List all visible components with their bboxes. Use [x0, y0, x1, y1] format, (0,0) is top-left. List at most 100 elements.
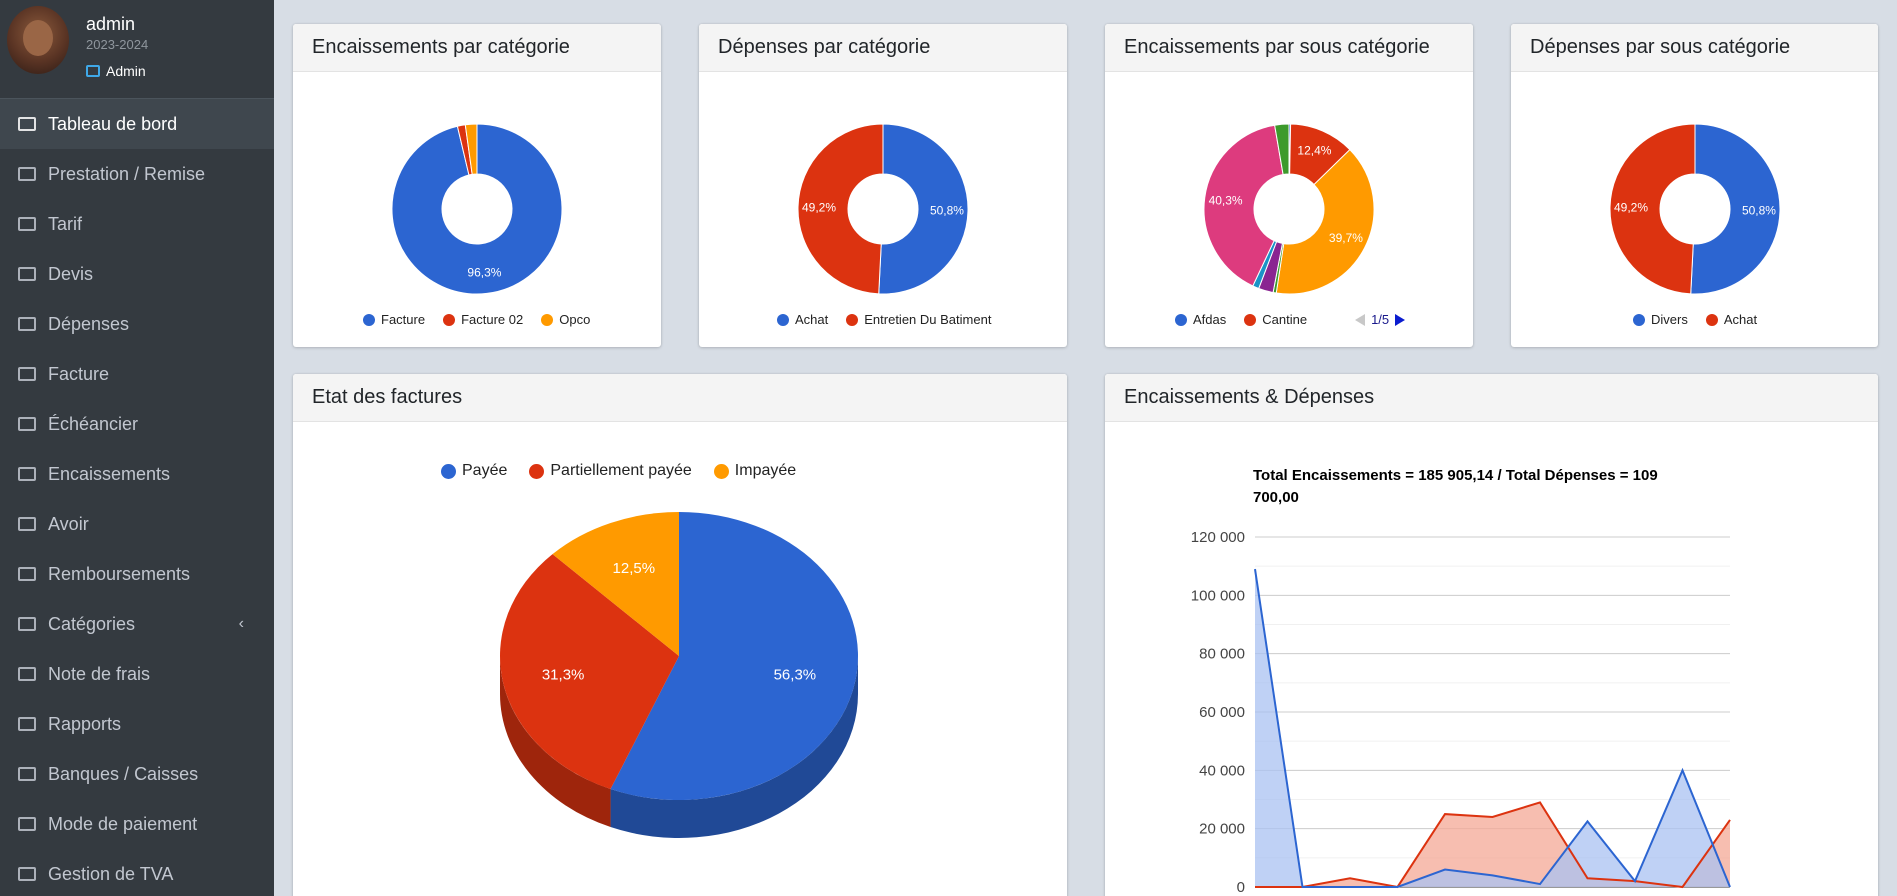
sidebar-item-label: Gestion de TVA	[48, 863, 174, 884]
slice-label: 50,8%	[1742, 204, 1776, 218]
legend-item[interactable]: Divers	[1633, 312, 1688, 327]
user-name[interactable]: admin	[86, 14, 136, 34]
card-title: Encaissements par sous catégorie	[1105, 24, 1473, 72]
slice-label: 12,4%	[1297, 143, 1331, 157]
card-depenses-categorie: Dépenses par catégorie 50,8% 49,2% Achat E…	[699, 24, 1067, 347]
legend-swatch	[363, 313, 375, 326]
sidebar-item-14[interactable]: Mode de paiement	[0, 799, 274, 849]
slice-label: 12,5%	[613, 560, 656, 577]
sidebar-item-7[interactable]: Encaissements	[0, 449, 274, 499]
sidebar-item-label: Devis	[48, 263, 94, 284]
slice-label: 39,7%	[1329, 231, 1363, 245]
copy-icon	[18, 717, 36, 731]
legend-item[interactable]: Facture	[363, 312, 425, 327]
sidebar-item-12[interactable]: Rapports	[0, 699, 274, 749]
slice-label: 31,3%	[542, 667, 585, 684]
card-etat-factures: Etat des factures Payée Partiellement pay…	[293, 374, 1067, 896]
sidebar-item-6[interactable]: Échéancier	[0, 399, 274, 449]
sidebar-item-label: Remboursements	[48, 563, 191, 584]
sidebar-item-label: Tarif	[48, 213, 83, 234]
cash-register-icon	[18, 467, 36, 481]
legend-page-text: 1/5	[1371, 312, 1390, 327]
legend-item[interactable]: Facture 02	[443, 312, 523, 327]
user-role-label: Admin	[106, 63, 146, 79]
area-line-series-0[interactable]	[1254, 568, 1731, 888]
sidebar-item-label: Prestation / Remise	[48, 163, 206, 184]
card-title: Dépenses par sous catégorie	[1511, 24, 1878, 72]
sidebar-item-11[interactable]: Note de frais	[0, 649, 274, 699]
chart-title-line2: 700,00	[1253, 489, 1299, 506]
legend-label: Opco	[559, 312, 591, 327]
legend-label: Entretien Du Batiment	[864, 312, 992, 327]
sidebar-item-10[interactable]: Catégories ‹	[0, 599, 274, 649]
sidebar: admin 2023-2024 Admin Tableau de bord Pre…	[0, 0, 274, 896]
legend-label: Partiellement payée	[550, 462, 692, 479]
legend-item[interactable]: Afdas	[1175, 312, 1226, 327]
sidebar-item-1[interactable]: Prestation / Remise	[0, 149, 274, 199]
legend-item[interactable]: Impayée	[713, 462, 796, 480]
sidebar-item-5[interactable]: Facture	[0, 349, 274, 399]
pie-slice[interactable]	[878, 123, 969, 295]
legend-label: Facture	[381, 312, 426, 327]
pie-slice[interactable]	[610, 512, 858, 800]
legend-item[interactable]: Opco	[541, 312, 590, 327]
card-encaissements-categorie: Encaissements par catégorie 96,3% Factur…	[293, 24, 661, 347]
file-text-icon	[18, 267, 36, 281]
legend-item[interactable]: Payée	[441, 462, 507, 480]
sidebar-item-4[interactable]: Dépenses	[0, 299, 274, 349]
sidebar-item-label: Avoir	[48, 513, 89, 534]
credit-card-icon	[18, 767, 36, 781]
legend-swatch	[713, 463, 729, 479]
legend-swatch	[846, 313, 859, 326]
pie-slice[interactable]	[500, 554, 679, 790]
legend-item[interactable]: Entretien Du Batiment	[846, 312, 991, 327]
legend-label: Cantine	[1262, 312, 1308, 327]
file-text-icon	[18, 367, 36, 381]
sidebar-item-2[interactable]: Tarif	[0, 199, 274, 249]
legend-item[interactable]: Achat	[777, 312, 828, 327]
pie-slice[interactable]	[1609, 123, 1696, 295]
legend-item[interactable]: Achat	[1705, 312, 1758, 327]
legend-next-icon[interactable]	[1395, 313, 1406, 326]
slice-label: 49,2%	[802, 200, 836, 214]
chart-legend: Payée Partiellement payée Impayée	[441, 462, 796, 480]
sidebar-item-label: Note de frais	[48, 663, 151, 684]
sidebar-item-13[interactable]: Banques / Caisses	[0, 749, 274, 799]
area-line-series-1[interactable]	[1255, 801, 1731, 889]
user-role[interactable]: Admin	[86, 63, 146, 79]
sidebar-item-15[interactable]: Gestion de TVA	[0, 849, 274, 896]
legend-swatch	[541, 313, 554, 326]
sidebar-item-label: Encaissements	[48, 463, 171, 484]
sidebar-item-0[interactable]: Tableau de bord	[0, 99, 274, 149]
legend-prev-icon[interactable]	[1355, 313, 1366, 326]
legend-swatch	[1244, 313, 1257, 326]
pie-slice[interactable]	[1275, 148, 1375, 295]
coins-icon	[18, 217, 36, 231]
user-panel: admin 2023-2024 Admin	[0, 0, 274, 99]
pie-slice[interactable]	[464, 123, 478, 175]
legend-swatch	[529, 463, 545, 479]
pie-slice[interactable]	[1690, 123, 1781, 295]
pie-slice[interactable]	[797, 123, 884, 295]
legend-swatch	[443, 313, 456, 326]
credit-card-icon	[18, 417, 36, 431]
legend-item[interactable]: Partiellement payée	[529, 462, 692, 480]
sidebar-item-8[interactable]: Avoir	[0, 499, 274, 549]
sidebar-item-9[interactable]: Remboursements	[0, 549, 274, 599]
money-bill-icon	[18, 867, 36, 881]
pie-slice[interactable]	[1274, 123, 1290, 176]
file-text-icon	[18, 517, 36, 531]
chevron-left-icon[interactable]: ‹	[238, 615, 244, 632]
sidebar-item-3[interactable]: Devis	[0, 249, 274, 299]
legend-swatch	[1705, 313, 1718, 326]
sidebar-item-label: Banques / Caisses	[48, 763, 199, 784]
pie-slice[interactable]	[552, 512, 679, 656]
donut-chart-encaissements-sous-categorie: 12,4% 39,7% 40,3%	[1203, 123, 1375, 295]
pie-slice[interactable]	[1203, 124, 1284, 287]
y-tick-label: 120 000	[1191, 529, 1245, 546]
user-avatar[interactable]	[7, 6, 69, 74]
legend-label: Achat	[1723, 312, 1758, 327]
legend-item[interactable]: Cantine	[1244, 312, 1307, 327]
pie-slice[interactable]	[391, 123, 563, 295]
sidebar-item-label: Dépenses	[48, 313, 130, 334]
